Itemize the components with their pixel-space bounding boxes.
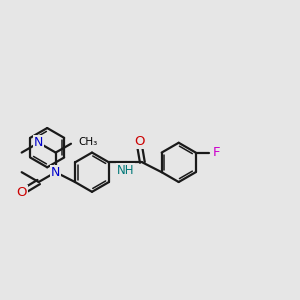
Text: CH₃: CH₃ — [79, 137, 98, 147]
Text: O: O — [16, 186, 27, 199]
Text: N: N — [34, 136, 43, 149]
Text: F: F — [213, 146, 221, 159]
Text: NH: NH — [117, 164, 134, 177]
Text: N: N — [51, 166, 60, 179]
Text: O: O — [134, 134, 144, 148]
